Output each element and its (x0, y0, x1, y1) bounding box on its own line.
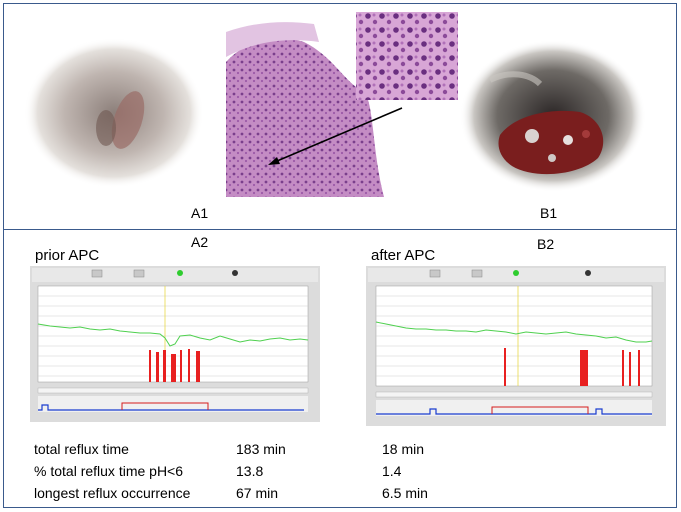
label-prior-apc: prior APC (35, 247, 100, 264)
after-value: 1.4 (382, 463, 402, 479)
after-value: 6.5 min (382, 485, 428, 501)
ph-recording-after (366, 266, 666, 426)
histology-image (224, 12, 458, 197)
figure-frame (3, 3, 677, 508)
label-b1: B1 (540, 205, 558, 221)
row-label: % total reflux time pH<6 (34, 463, 184, 479)
label-a1: A1 (191, 205, 209, 221)
label-after-apc: after APC (371, 247, 436, 264)
after-value: 18 min (382, 441, 425, 457)
endoscopy-image-b1 (460, 40, 646, 192)
row-label: longest reflux occurrence (34, 485, 191, 501)
prior-value: 183 min (236, 441, 286, 457)
label-b2: B2 (537, 236, 555, 252)
section-divider (3, 229, 677, 230)
ph-recording-prior (30, 266, 320, 422)
endoscopy-image-a1 (24, 38, 204, 188)
label-a2: A2 (191, 234, 209, 250)
row-label: total reflux time (34, 441, 129, 457)
prior-value: 67 min (236, 485, 279, 501)
prior-value: 13.8 (236, 463, 264, 479)
